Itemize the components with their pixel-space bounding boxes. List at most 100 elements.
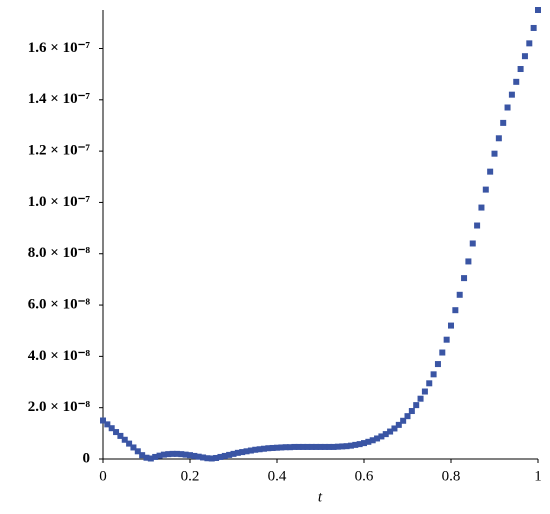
y-tick-label: 1.6 × 10⁻⁷	[28, 40, 91, 56]
point	[243, 448, 250, 455]
point	[535, 7, 541, 13]
point	[339, 443, 346, 450]
point	[452, 307, 459, 314]
point	[291, 443, 298, 450]
point	[456, 291, 463, 298]
point	[513, 78, 520, 85]
y-tick-label: 2.0 × 10⁻⁸	[28, 399, 91, 415]
point	[400, 417, 407, 424]
point	[352, 441, 359, 448]
point	[108, 425, 115, 432]
point	[230, 450, 237, 457]
x-tick-label: 0	[99, 468, 107, 484]
point	[495, 135, 502, 142]
point	[178, 451, 185, 458]
x-tick-label: 0.4	[268, 468, 287, 484]
point	[356, 441, 363, 448]
point	[334, 443, 341, 450]
point	[387, 428, 394, 435]
point	[426, 380, 433, 387]
point	[413, 402, 420, 409]
point	[343, 443, 350, 450]
point	[287, 444, 294, 451]
point	[182, 451, 189, 458]
point	[160, 451, 167, 458]
point	[226, 451, 233, 458]
point	[247, 447, 254, 454]
y-tick-label: 6.0 × 10⁻⁸	[28, 296, 91, 312]
point	[365, 438, 372, 445]
point	[304, 443, 311, 450]
x-axis-label: t	[318, 489, 323, 505]
point	[256, 446, 263, 453]
point	[374, 435, 381, 442]
y-tick-label: 8.0 × 10⁻⁸	[28, 245, 91, 261]
point	[130, 444, 137, 451]
point	[221, 452, 228, 459]
point	[487, 168, 494, 175]
x-tick-label: 0.2	[181, 468, 200, 484]
point	[191, 452, 198, 459]
x-tick-label: 0.8	[442, 468, 461, 484]
x-tick-label: 0.6	[355, 468, 374, 484]
point	[195, 453, 202, 460]
point	[143, 454, 150, 461]
point	[491, 150, 498, 157]
y-tick-label: 1.2 × 10⁻⁷	[28, 143, 91, 159]
point	[530, 24, 537, 31]
point	[430, 371, 437, 378]
point	[165, 451, 172, 458]
point	[134, 448, 141, 455]
point	[417, 395, 424, 402]
point	[369, 437, 376, 444]
y-tick-label: 0	[83, 450, 91, 466]
point	[269, 444, 276, 451]
point	[252, 446, 259, 453]
point	[173, 450, 180, 457]
point	[265, 445, 272, 452]
point	[395, 421, 402, 428]
point	[443, 336, 450, 343]
point	[500, 119, 507, 126]
point	[147, 455, 154, 462]
point	[100, 417, 106, 424]
point	[295, 443, 302, 450]
point	[521, 53, 528, 60]
y-tick-label: 1.4 × 10⁻⁷	[28, 91, 91, 107]
point	[465, 258, 472, 265]
point	[239, 449, 246, 456]
point	[508, 91, 515, 98]
point	[391, 425, 398, 432]
point	[200, 454, 207, 461]
x-tick-label: 1	[534, 468, 542, 484]
point	[378, 433, 385, 440]
point	[217, 453, 224, 460]
point	[121, 436, 128, 443]
point	[434, 361, 441, 368]
point	[461, 275, 468, 282]
point	[126, 440, 133, 447]
point	[204, 455, 211, 462]
point	[234, 449, 241, 456]
point	[347, 442, 354, 449]
point	[260, 445, 267, 452]
point	[278, 444, 285, 451]
point	[517, 66, 524, 73]
point	[469, 240, 476, 247]
point	[308, 443, 315, 450]
point	[482, 186, 489, 193]
point	[274, 444, 280, 451]
point	[404, 413, 411, 420]
point	[300, 443, 307, 450]
point	[282, 444, 289, 451]
point	[104, 421, 111, 428]
point	[408, 408, 415, 415]
point	[474, 222, 481, 229]
point	[208, 455, 215, 462]
point	[504, 104, 511, 111]
y-tick-label: 1.0 × 10⁻⁷	[28, 194, 91, 210]
y-tick-label: 4.0 × 10⁻⁸	[28, 348, 91, 364]
point	[117, 432, 124, 439]
point	[478, 204, 485, 211]
